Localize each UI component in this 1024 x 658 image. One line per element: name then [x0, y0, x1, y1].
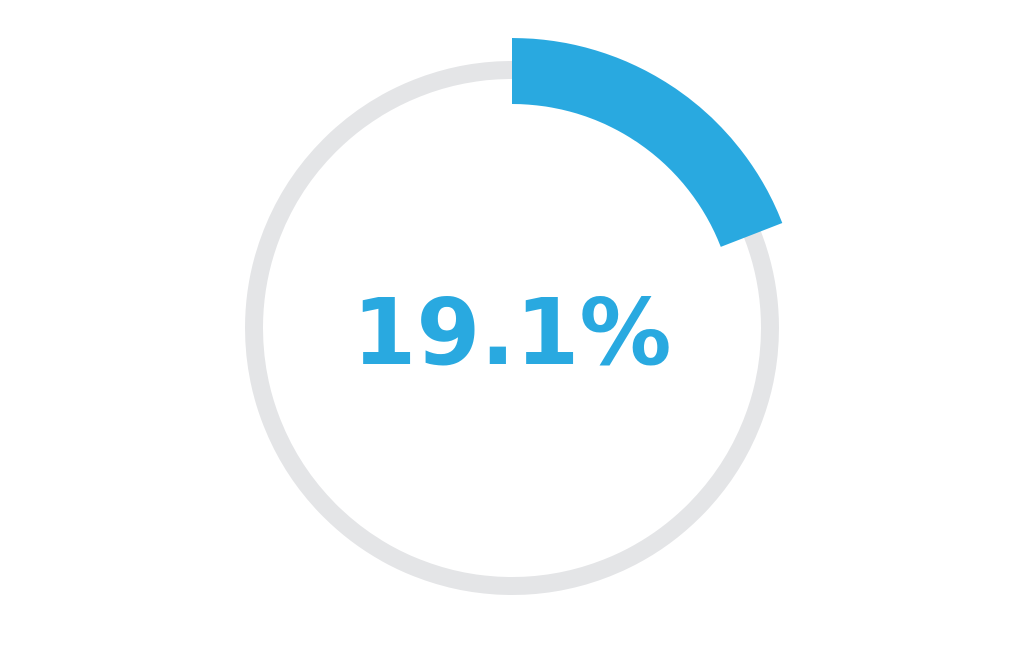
center-percentage-label: 19.1%: [352, 279, 671, 386]
ring-progress-arc: [511, 38, 783, 248]
